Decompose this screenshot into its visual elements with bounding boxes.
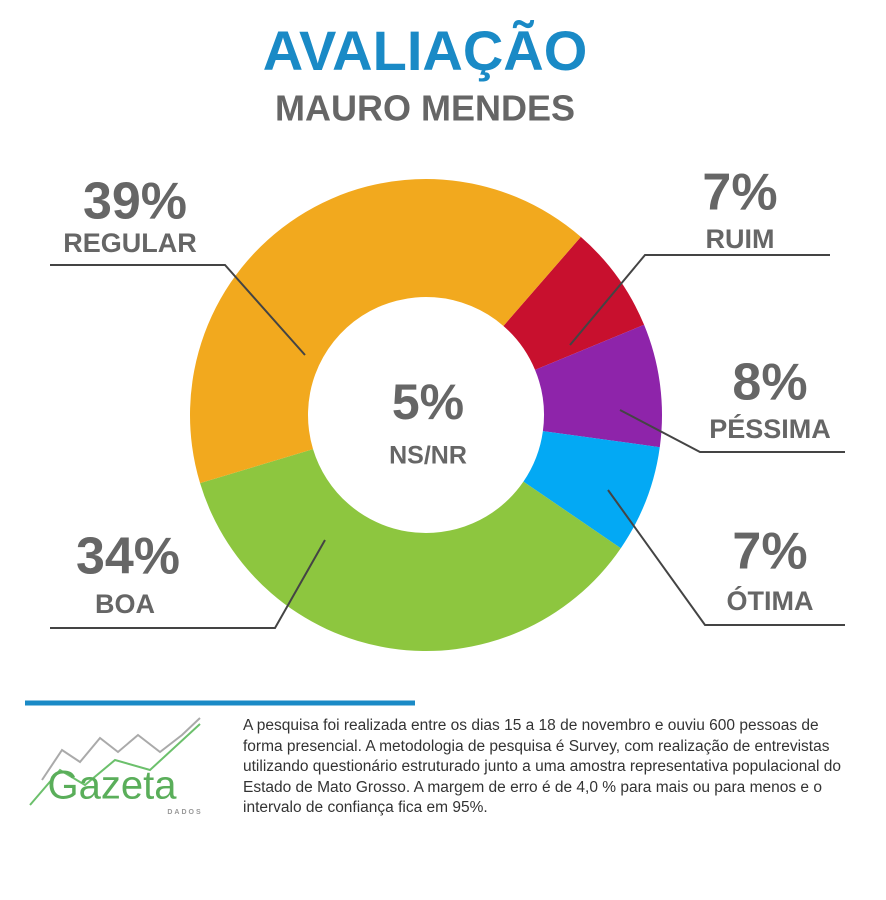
logo-mountains [41, 717, 201, 781]
category-label: BOA [95, 589, 155, 619]
value-label: 39% [83, 173, 187, 231]
slice [523, 431, 660, 549]
leader-line [607, 489, 845, 626]
category-label: PÉSSIMA [709, 413, 831, 444]
category-label: ÓTIMA [727, 585, 814, 616]
center: 5% NS/NR [389, 374, 467, 469]
donut [189, 178, 662, 651]
leader-line [619, 409, 845, 453]
slice [503, 236, 645, 370]
chart-title: AVALIAÇÃO [263, 19, 588, 82]
slice [189, 178, 581, 484]
leader-line [50, 539, 326, 629]
center-label: NS/NR [389, 442, 467, 470]
category-label: REGULAR [63, 228, 197, 258]
logo-sub: DADOS [167, 809, 202, 816]
value-label: 8% [732, 354, 807, 412]
value-label: 34% [76, 528, 180, 586]
value-label: 7% [732, 523, 807, 581]
chart-subtitle: MAURO MENDES [275, 88, 575, 129]
leader-line [569, 254, 830, 346]
slice [535, 324, 662, 448]
value-label: 7% [702, 164, 777, 222]
logo-line [29, 723, 201, 806]
note: A pesquisa foi realizada entre os dias 1… [243, 717, 841, 816]
category-label: RUIM [706, 224, 775, 254]
center-value: 5% [392, 374, 464, 430]
slice [200, 449, 621, 651]
leader-line [50, 264, 306, 356]
logo: Gazeta [48, 764, 178, 808]
